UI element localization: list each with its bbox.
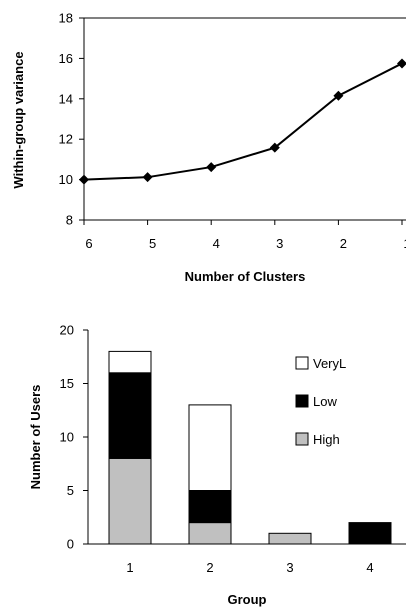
bar-segment-high [109,458,151,544]
bar-segment-low [189,491,231,523]
line-chart-x-tick-label: 6 [85,236,92,251]
line-chart-point [79,175,89,185]
bar-segment-veryl [189,405,231,491]
bar-chart-bars [109,351,391,544]
bar-chart-x-axis-title: Group [228,592,267,607]
bar-chart-x-tick-label: 1 [126,560,133,575]
line-chart-y-ticks: 8 10 12 14 16 18 [59,11,84,228]
bar-chart-y-tick-label: 5 [67,483,74,498]
bar-chart-y-tick-label: 15 [60,376,74,391]
legend-label-high: High [313,432,340,447]
bar-chart-y-axis-title: Number of Users [28,385,43,490]
bar-segment-low [109,373,151,459]
line-chart-point [206,162,216,172]
legend-swatch-high [296,433,308,445]
bar-chart-legend: VeryL Low High [296,356,346,447]
bar-chart-x-tick-label: 4 [366,560,373,575]
line-chart-y-tick-label: 16 [59,51,73,66]
line-chart-point [143,172,153,182]
bar-chart-y-tick-label: 20 [60,323,74,338]
line-chart-point [397,58,406,68]
line-chart-y-tick-label: 14 [59,91,73,106]
legend-label-veryl: VeryL [313,356,346,371]
line-chart-x-tick-label: 5 [149,236,156,251]
legend-swatch-veryl [296,357,308,369]
bar-chart-y-tick-label: 0 [67,537,74,552]
bar-chart-x-tick-label: 2 [206,560,213,575]
line-chart-x-axis-title: Number of Clusters [185,269,306,284]
bar-chart-y-ticks: 0 5 10 15 20 [60,323,88,552]
line-chart-series-line [84,63,402,179]
line-chart-x-tick-label: 4 [213,236,220,251]
bar-segment-veryl [109,351,151,372]
bar-segment-low [349,523,391,544]
line-chart-plot-area [84,18,406,220]
line-chart-y-tick-label: 8 [66,213,73,228]
line-chart-series [79,58,406,184]
line-chart-y-tick-label: 12 [59,132,73,147]
bar-segment-high [189,523,231,544]
bar-chart-y-tick-label: 10 [60,430,74,445]
line-chart-y-tick-label: 10 [59,172,73,187]
bar-chart: 0 5 10 15 20 1 2 3 4 VeryL Low High Number of Use… [28,323,406,608]
line-chart-y-axis-title: Within-group variance [11,51,26,188]
bar-segment-high [269,533,311,544]
line-chart-y-tick-label: 18 [59,11,73,26]
legend-swatch-low [296,395,308,407]
line-chart-x-tick-label: 2 [340,236,347,251]
line-chart-x-ticks: 654321 [84,220,406,251]
legend-label-low: Low [313,394,337,409]
bar-chart-x-ticks: 1 2 3 4 [126,560,373,575]
bar-chart-x-tick-label: 3 [286,560,293,575]
line-chart-x-tick-label: 3 [276,236,283,251]
